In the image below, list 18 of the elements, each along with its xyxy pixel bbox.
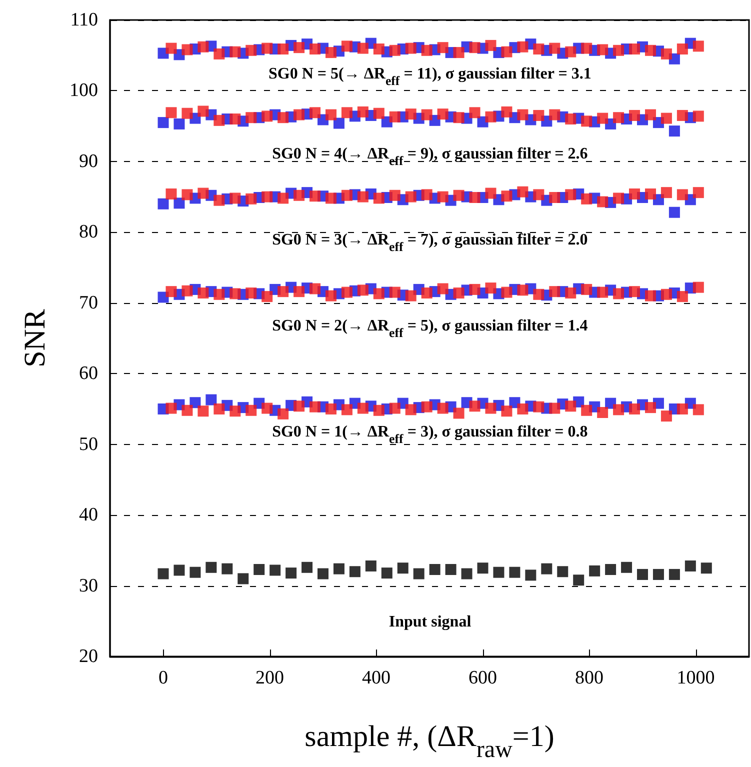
x-tick-label: 600: [468, 668, 497, 688]
y-tick-label: 30: [79, 575, 98, 596]
x-tick-label: 1000: [676, 668, 715, 688]
x-tick-label: 0: [158, 668, 168, 688]
x-tick-label: 800: [575, 668, 604, 688]
y-tick-label: 110: [70, 10, 98, 30]
y-tick-label: 50: [79, 434, 98, 455]
x-tick-label: 400: [362, 668, 390, 688]
y-tick-label: 100: [70, 80, 98, 102]
annotation: Input signal: [388, 614, 472, 630]
y-tick-label: 80: [79, 222, 98, 243]
y-axis-title: SNR: [18, 309, 52, 368]
y-tick-label: 90: [79, 150, 98, 172]
y-tick-label: 40: [79, 504, 98, 526]
y-tick-label: 70: [79, 292, 98, 314]
y-tick-label: 60: [79, 363, 98, 384]
x-tick-label: 200: [256, 668, 284, 688]
y-tick-label: 20: [79, 646, 98, 667]
